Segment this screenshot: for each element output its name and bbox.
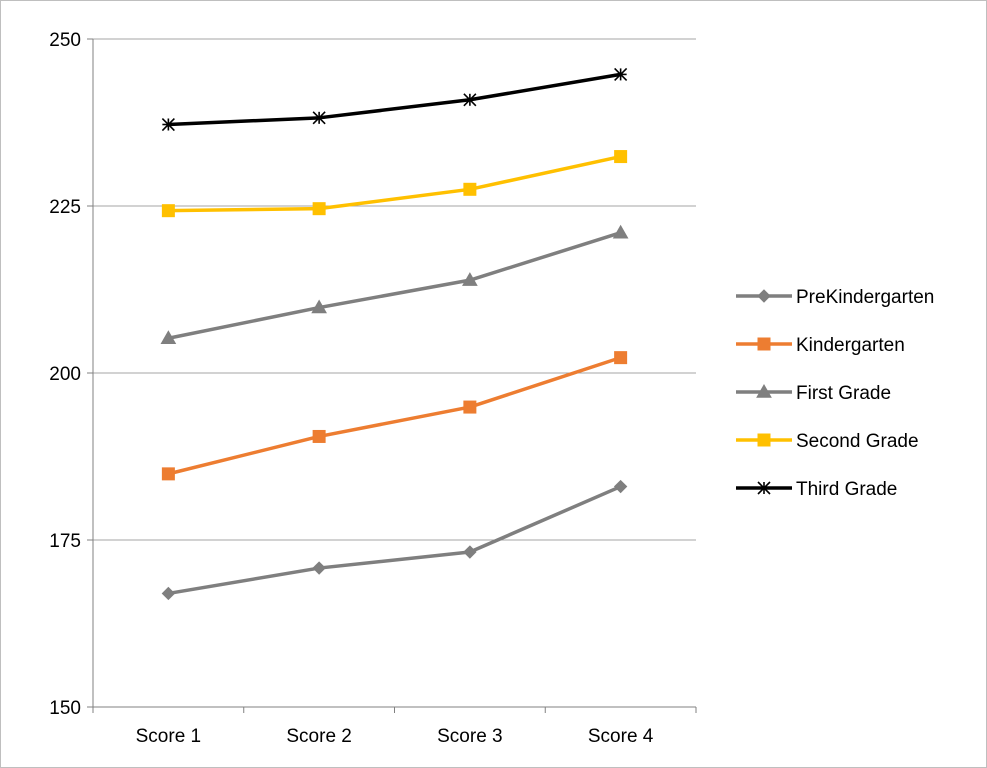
data-point xyxy=(463,93,477,107)
marker-stroke xyxy=(312,111,326,125)
y-tick-label: 250 xyxy=(49,30,81,51)
x-tick-label: Score 2 xyxy=(286,726,351,747)
data-point xyxy=(613,479,628,494)
marker-stroke xyxy=(161,117,175,132)
series-prekindergarten xyxy=(161,479,628,601)
data-point xyxy=(614,351,628,365)
data-point xyxy=(614,150,628,164)
data-point xyxy=(463,400,477,414)
marker-stroke xyxy=(463,93,477,107)
x-tick-label: Score 1 xyxy=(136,726,201,747)
y-tick-label: 200 xyxy=(49,364,81,385)
legend-item: Second Grade xyxy=(736,431,919,452)
legend-swatch-marker xyxy=(756,383,772,398)
data-point xyxy=(312,111,326,125)
data-point xyxy=(312,429,326,443)
series-kindergarten xyxy=(161,351,628,481)
data-point xyxy=(160,330,177,345)
data-point xyxy=(161,586,176,601)
legend-swatch-marker xyxy=(757,433,771,447)
data-point xyxy=(463,545,477,559)
legend-label: Kindergarten xyxy=(796,335,905,356)
data-point xyxy=(161,117,175,132)
data-point xyxy=(612,224,629,239)
series-second-grade xyxy=(161,150,628,218)
legend: PreKindergarten Kindergarten First Grade Se… xyxy=(736,287,934,500)
series-line xyxy=(166,72,623,127)
legend-swatch-marker xyxy=(757,289,771,303)
data-point xyxy=(312,561,326,575)
axes: 150 175 200 225 250 Score 1 Score 2 Score 3 Scor… xyxy=(49,30,697,747)
y-tick-label: 175 xyxy=(49,531,81,552)
legend-label: Third Grade xyxy=(796,479,897,500)
marker-stroke xyxy=(757,481,771,495)
legend-swatch-marker xyxy=(757,481,771,495)
data-point xyxy=(312,202,326,216)
data-point xyxy=(463,182,477,196)
y-tick-label: 150 xyxy=(49,698,81,719)
series-line xyxy=(166,484,623,596)
legend-item: PreKindergarten xyxy=(736,287,934,308)
gridlines xyxy=(93,38,696,541)
legend-swatch-marker xyxy=(757,337,771,351)
legend-label: Second Grade xyxy=(796,431,919,452)
data-point xyxy=(311,299,327,314)
series-first-grade xyxy=(160,224,629,345)
data-point xyxy=(462,272,478,286)
legend-item: Kindergarten xyxy=(736,335,905,356)
series xyxy=(160,67,629,601)
data-point xyxy=(614,67,628,81)
series-third-grade xyxy=(161,67,628,132)
y-tick-label: 225 xyxy=(49,197,81,218)
series-line xyxy=(166,154,623,213)
legend-item: First Grade xyxy=(736,383,891,404)
legend-label: PreKindergarten xyxy=(796,287,934,308)
x-tick-label: Score 3 xyxy=(437,726,502,747)
data-point xyxy=(161,467,175,481)
data-point xyxy=(161,204,175,218)
marker-stroke xyxy=(614,67,628,81)
series-line xyxy=(166,230,623,341)
legend-label: First Grade xyxy=(796,383,891,404)
series-line xyxy=(166,355,623,476)
x-tick-label: Score 4 xyxy=(588,726,654,747)
legend-item: Third Grade xyxy=(736,479,897,500)
